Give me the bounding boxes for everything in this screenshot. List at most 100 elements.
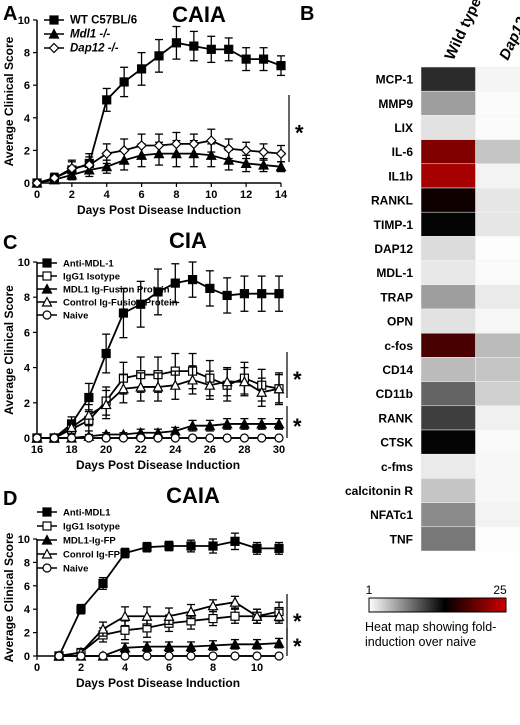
data-point [84,433,94,443]
x-tick-label: 16 [31,444,43,456]
data-point [222,290,232,301]
data-point [274,543,284,553]
legend-swatch-marker [48,28,60,39]
legend-entry: MDL1-Ig-FP [63,536,116,547]
data-point [164,651,174,661]
legend: WT C57BL/6 Mdl1 -/- Dap12 -/- [44,15,137,55]
data-point [276,61,286,71]
chart-title: CIA [169,228,207,253]
data-point [54,651,64,661]
data-point [221,418,233,429]
data-point [185,605,197,617]
data-point [273,610,285,621]
legend-swatch-marker [42,258,52,268]
heatmap-cell [475,357,520,382]
legend-swatch-marker [42,507,52,517]
data-point [154,51,164,61]
data-point [101,433,111,443]
data-point [230,611,240,621]
series-naive [54,651,284,661]
scale-min-label: 1 [366,583,373,597]
data-point [83,159,95,171]
x-tick-label: 10 [251,662,263,674]
data-point [274,433,284,443]
data-point [120,548,130,558]
x-tick-label: 8 [173,189,179,201]
data-point [207,599,219,611]
legend-swatch-marker [41,534,53,545]
x-tick-label: 12 [240,189,252,201]
heatmap-cell [420,260,476,286]
data-point [49,172,60,184]
data-point [153,287,163,297]
legend-swatch-marker [41,283,53,294]
data-point [205,283,215,293]
heatmap-cell [475,332,520,358]
data-point [223,154,235,165]
heatmap-cell [475,308,520,334]
data-point [256,386,268,397]
row-label-il-6: IL-6 [392,145,414,159]
legend: Anti-MDL-1 IgG1 Isotype MDL1 Ig-Fusion Pro… [37,258,178,322]
heatmap-cell [475,211,520,237]
legend-entry: Naive [63,311,88,322]
data-point [118,433,129,443]
legend-entry: Dap12 -/- [70,43,119,55]
y-tick-label: 10 [18,534,30,546]
data-point [187,419,199,431]
data-point [230,651,240,661]
row-label-mmp9: MMP9 [378,97,413,111]
heatmap-cell [420,478,476,503]
x-tick-label: 2 [69,189,75,201]
heatmap-cell [420,308,476,334]
data-point [136,64,147,74]
data-point [117,382,129,394]
y-tick-label: 6 [24,80,30,92]
data-point [187,433,198,443]
heatmap-cell [475,478,520,503]
panel-letter: B [300,3,314,25]
data-point [252,651,262,661]
legend-entry: IgG1 Isotype [63,522,120,533]
legend-entry: Anti-MDL1 [63,508,111,519]
data-point [189,41,199,51]
data-point [257,433,267,443]
data-point [31,177,43,189]
data-point [258,54,269,64]
data-point [186,541,196,551]
data-point [136,299,146,309]
heatmap-cell [420,236,476,261]
heatmap-cell [420,526,476,552]
significance-marker: * [293,414,302,439]
data-point [275,148,287,160]
legend-entry: MDL1 Ig-Fusion Protein [63,285,170,296]
row-label-cd11b: CD11b [376,387,413,401]
data-point [229,596,241,607]
heatmap-cell [420,66,476,92]
data-point [118,145,130,156]
data-point [98,578,108,589]
data-point [170,433,180,443]
data-point [205,135,217,146]
data-point [221,375,233,387]
data-point [32,433,42,443]
heatmap-cell [475,187,520,213]
y-tick-label: 2 [24,145,30,157]
data-point [204,379,216,390]
scale-caption-line1: Heat map showing fold- [365,620,496,634]
y-tick-label: 8 [24,557,30,569]
data-point [66,421,78,433]
heatmap-cell [420,453,476,479]
data-point [273,382,285,394]
data-point [224,44,234,54]
x-axis-label: Days Post Disease Induction [76,458,240,472]
heatmap-cell [475,381,520,407]
data-point [258,159,270,170]
y-tick-label: 4 [24,604,31,616]
data-point [229,638,241,649]
x-tick-label: 6 [139,189,145,201]
heatmap-cell [475,115,520,140]
heatmap-cell [420,429,476,455]
y-tick-label: 0 [24,651,30,663]
